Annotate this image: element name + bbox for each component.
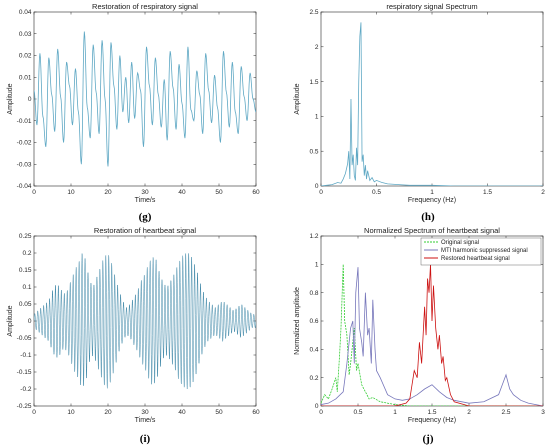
y-tick-label: 1.2: [309, 233, 318, 240]
x-tick-label: 0.5: [372, 189, 381, 196]
y-tick-label: -0.04: [17, 183, 32, 190]
legend-entry: Original signal: [441, 240, 479, 246]
panel-label: (j): [423, 433, 434, 445]
chart-title: Restoration of heartbeat signal: [94, 226, 196, 235]
x-axis-label: Time/s: [135, 197, 156, 204]
x-tick-label: 50: [215, 189, 223, 196]
y-tick-label: 0.15: [19, 267, 32, 274]
y-axis-label: Amplitude: [7, 305, 14, 336]
y-tick-label: 0.2: [22, 250, 31, 257]
chart-title: Normalized Spectrum of heartbeat signal: [364, 226, 500, 235]
x-tick-label: 10: [67, 409, 75, 416]
x-tick-label: 1.5: [483, 189, 492, 196]
y-tick-label: 0.01: [19, 74, 32, 81]
x-axis-label: Frequency (Hz): [408, 197, 456, 204]
x-tick-label: 50: [215, 409, 223, 416]
y-tick-label: 0.1: [22, 284, 31, 291]
chart-i: [33, 235, 257, 407]
y-tick-label: -0.02: [17, 140, 32, 147]
x-tick-label: 10: [67, 189, 75, 196]
x-tick-label: 0: [319, 409, 323, 416]
plot-area: [320, 11, 544, 187]
y-tick-label: -0.05: [17, 335, 32, 342]
y-tick-label: 0.02: [19, 53, 32, 60]
x-tick-label: 0: [32, 189, 36, 196]
x-tick-label: 60: [252, 409, 260, 416]
x-tick-label: 1.5: [427, 409, 436, 416]
y-tick-label: 0.4: [309, 347, 318, 354]
panel-label: (g): [139, 211, 152, 223]
y-axis-label: Normalized amplitude: [294, 287, 301, 355]
x-tick-label: 30: [141, 409, 149, 416]
y-tick-label: 0: [315, 403, 319, 410]
y-axis-label: Amplitude: [294, 83, 301, 114]
y-tick-label: 2.5: [309, 9, 318, 16]
y-tick-label: 2: [315, 44, 319, 51]
y-tick-label: -0.2: [20, 386, 32, 393]
x-tick-label: 3: [541, 409, 545, 416]
x-tick-label: 30: [141, 189, 149, 196]
y-tick-label: -0.03: [17, 161, 32, 168]
series-line-restored-heartbeat-signal: [321, 264, 543, 406]
legend: [420, 237, 542, 266]
y-tick-label: 0.5: [309, 148, 318, 155]
chart-g: [33, 11, 257, 187]
x-axis-label: Time/s: [135, 417, 156, 424]
y-axis-label: Amplitude: [7, 83, 14, 114]
legend-entry: MTI harmonic suppressed signal: [441, 248, 528, 254]
y-tick-label: -0.1: [20, 352, 32, 359]
y-tick-label: 0: [28, 96, 32, 103]
x-tick-label: 0: [32, 409, 36, 416]
x-tick-label: 20: [104, 409, 112, 416]
x-tick-label: 20: [104, 189, 112, 196]
x-tick-label: 0: [319, 189, 323, 196]
y-tick-label: 1: [315, 262, 319, 269]
y-tick-label: 0.04: [19, 9, 32, 16]
y-tick-label: -0.01: [17, 118, 32, 125]
x-tick-label: 40: [178, 189, 186, 196]
y-tick-label: 0.25: [19, 233, 32, 240]
x-tick-label: 2: [467, 409, 471, 416]
y-tick-label: 0.6: [309, 318, 318, 325]
panel-label: (h): [421, 211, 435, 223]
x-tick-label: 2: [541, 189, 545, 196]
y-tick-label: 0.03: [19, 31, 32, 38]
series-line: [34, 31, 256, 167]
y-tick-label: 0.05: [19, 301, 32, 308]
y-tick-label: -0.15: [17, 369, 32, 376]
y-tick-label: -0.25: [17, 403, 32, 410]
chart-h: [320, 11, 544, 187]
chart-title: respiratory signal Spectrum: [386, 2, 477, 11]
chart-title: Restoration of respiratory signal: [92, 2, 198, 11]
y-tick-label: 0: [315, 183, 319, 190]
legend-entry: Restored heartbeat signal: [441, 256, 510, 262]
y-tick-label: 0.8: [309, 290, 318, 297]
y-tick-label: 1: [315, 114, 319, 121]
x-tick-label: 60: [252, 189, 260, 196]
x-tick-label: 0.5: [353, 409, 362, 416]
x-tick-label: 2.5: [501, 409, 510, 416]
x-tick-label: 40: [178, 409, 186, 416]
series-line-mti-harmonic-suppressed-signal: [321, 267, 543, 406]
x-axis-label: Frequency (Hz): [408, 417, 456, 424]
panel-label: (i): [140, 433, 151, 445]
x-tick-label: 1: [393, 409, 397, 416]
y-tick-label: 0.2: [309, 375, 318, 382]
x-tick-label: 1: [430, 189, 434, 196]
y-tick-label: 1.5: [309, 79, 318, 86]
chart-j: [320, 235, 544, 407]
series-line: [321, 22, 543, 186]
series-line: [34, 253, 256, 390]
y-tick-label: 0: [28, 318, 32, 325]
